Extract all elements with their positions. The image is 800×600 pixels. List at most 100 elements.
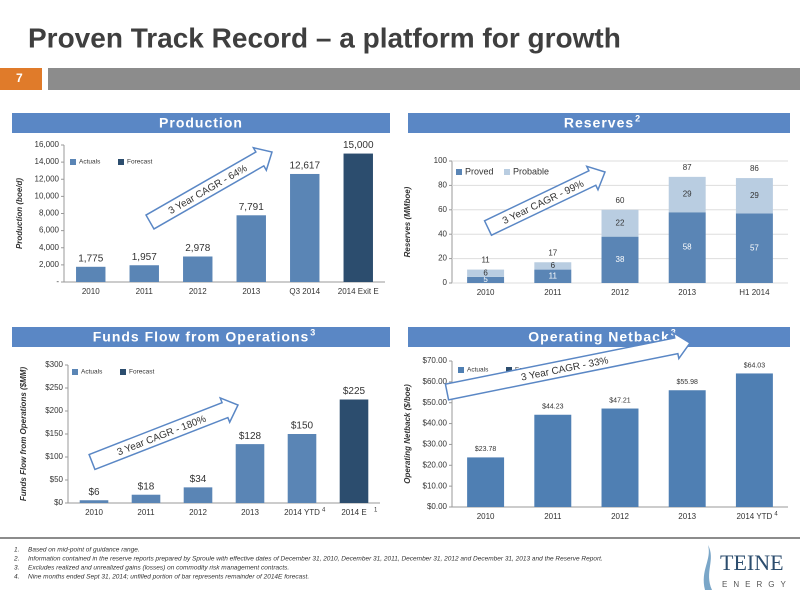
segment-label: 6 <box>551 261 556 270</box>
y-tick-label: $10.00 <box>423 481 448 490</box>
y-tick-label: 2,000 <box>39 260 60 269</box>
x-tick-label: 2010 <box>477 512 495 521</box>
value-label: 12,617 <box>289 161 320 172</box>
section-banner <box>12 327 390 347</box>
legend-swatch <box>504 169 510 175</box>
y-tick-label: 8,000 <box>39 209 60 218</box>
legend-swatch <box>120 369 126 375</box>
section-title: Funds Flow from Operations <box>93 329 310 345</box>
x-tick-label: 2012 <box>189 287 207 296</box>
value-label: $18 <box>138 481 155 492</box>
bar-segment <box>467 276 505 283</box>
x-tick-label: 2011 <box>544 288 562 297</box>
legend-swatch <box>458 367 464 373</box>
bar <box>129 265 159 282</box>
x-tick-label: 2010 <box>477 288 495 297</box>
y-tick-label: 14,000 <box>35 157 60 166</box>
footnote-number: 4. <box>14 574 20 581</box>
bar-segment <box>735 213 773 283</box>
logo-mark <box>703 545 712 590</box>
bar <box>183 256 213 282</box>
x-tick-label: 2013 <box>242 287 260 296</box>
y-tick-label: $30.00 <box>423 440 448 449</box>
x-tick-note: 4 <box>322 508 326 514</box>
bar <box>601 408 639 507</box>
segment-label: 29 <box>750 191 759 200</box>
x-tick-note: 4 <box>774 512 778 518</box>
y-tick-label: 12,000 <box>35 174 60 183</box>
legend-label: Actuals <box>81 369 103 376</box>
value-label: 2,978 <box>185 243 210 254</box>
value-label: $34 <box>190 474 207 485</box>
section-title-note: 2 <box>635 113 640 123</box>
y-tick-label: $250 <box>45 383 63 392</box>
y-axis-label: Funds Flow from Operations ($MM) <box>19 367 28 502</box>
x-tick-label: 2013 <box>678 288 696 297</box>
bar-segment <box>534 269 572 283</box>
bar <box>339 399 369 503</box>
x-tick-note: 1 <box>374 508 378 514</box>
y-tick-label: $200 <box>45 406 63 415</box>
value-label: $55.98 <box>676 379 698 386</box>
value-label: $6 <box>88 487 100 498</box>
segment-label: 57 <box>750 243 759 252</box>
x-tick-label: Q3 2014 <box>289 287 320 296</box>
legend-swatch <box>118 159 124 165</box>
header-bar <box>48 68 800 90</box>
value-label: $47.21 <box>609 397 631 404</box>
total-label: 87 <box>683 163 692 172</box>
bar <box>183 487 213 503</box>
segment-label: 6 <box>483 268 488 277</box>
segment-label: 5 <box>483 275 488 284</box>
bar <box>287 434 317 503</box>
footnote-text: Excludes realized and unrealized gains (… <box>28 565 289 572</box>
x-tick-label: 2010 <box>82 287 100 296</box>
x-tick-label: 2013 <box>241 508 259 517</box>
x-tick-label: 2012 <box>611 512 629 521</box>
x-tick-label: 2011 <box>137 508 155 517</box>
x-tick-label: 2012 <box>611 288 629 297</box>
section-title: Production <box>159 115 243 131</box>
bar-segment <box>735 178 773 214</box>
segment-label: 29 <box>683 190 692 199</box>
segment-label: 58 <box>683 243 692 252</box>
y-tick-label: $50.00 <box>423 398 448 407</box>
bar <box>668 390 706 507</box>
bar <box>131 494 161 503</box>
page-tab <box>0 68 42 90</box>
legend-swatch <box>72 369 78 375</box>
value-label: $23.78 <box>475 446 497 453</box>
footnote-number: 1. <box>14 547 20 554</box>
legend-label: Actuals <box>467 367 489 374</box>
cagr-label: 3 Year CAGR - 64% <box>167 163 250 217</box>
value-label: $44.23 <box>542 404 564 411</box>
legend-label: Forecast <box>129 369 154 376</box>
bar <box>735 373 773 507</box>
arrow-shape <box>144 146 273 230</box>
bar <box>79 500 109 503</box>
total-label: 17 <box>548 248 557 257</box>
section-banner <box>12 113 390 133</box>
value-label: $150 <box>291 421 314 432</box>
section-title: Operating Netback <box>528 329 669 345</box>
y-tick-label: 100 <box>434 156 448 165</box>
y-tick-label: 80 <box>438 181 447 190</box>
y-tick-label: 0 <box>443 278 448 287</box>
bar <box>534 414 572 507</box>
legend-swatch <box>506 367 512 373</box>
section-title: Reserves <box>564 115 634 131</box>
footnote-text: Information contained in the reserve rep… <box>28 556 603 563</box>
y-tick-label: 16,000 <box>35 140 60 149</box>
page-number: 7 <box>16 71 23 85</box>
x-tick-label: 2011 <box>136 287 154 296</box>
value-label: $64.03 <box>744 362 766 369</box>
segment-label: 22 <box>616 218 625 227</box>
x-tick-label: 2014 YTD <box>284 508 320 517</box>
total-label: 86 <box>750 164 759 173</box>
arrow-shape <box>88 396 240 471</box>
arrow-shape <box>444 331 692 401</box>
footnote-number: 2. <box>13 556 20 563</box>
x-tick-label: H1 2014 <box>739 288 770 297</box>
y-axis-label: Reserves (MMboe) <box>403 186 412 257</box>
bar-segment <box>601 236 639 283</box>
